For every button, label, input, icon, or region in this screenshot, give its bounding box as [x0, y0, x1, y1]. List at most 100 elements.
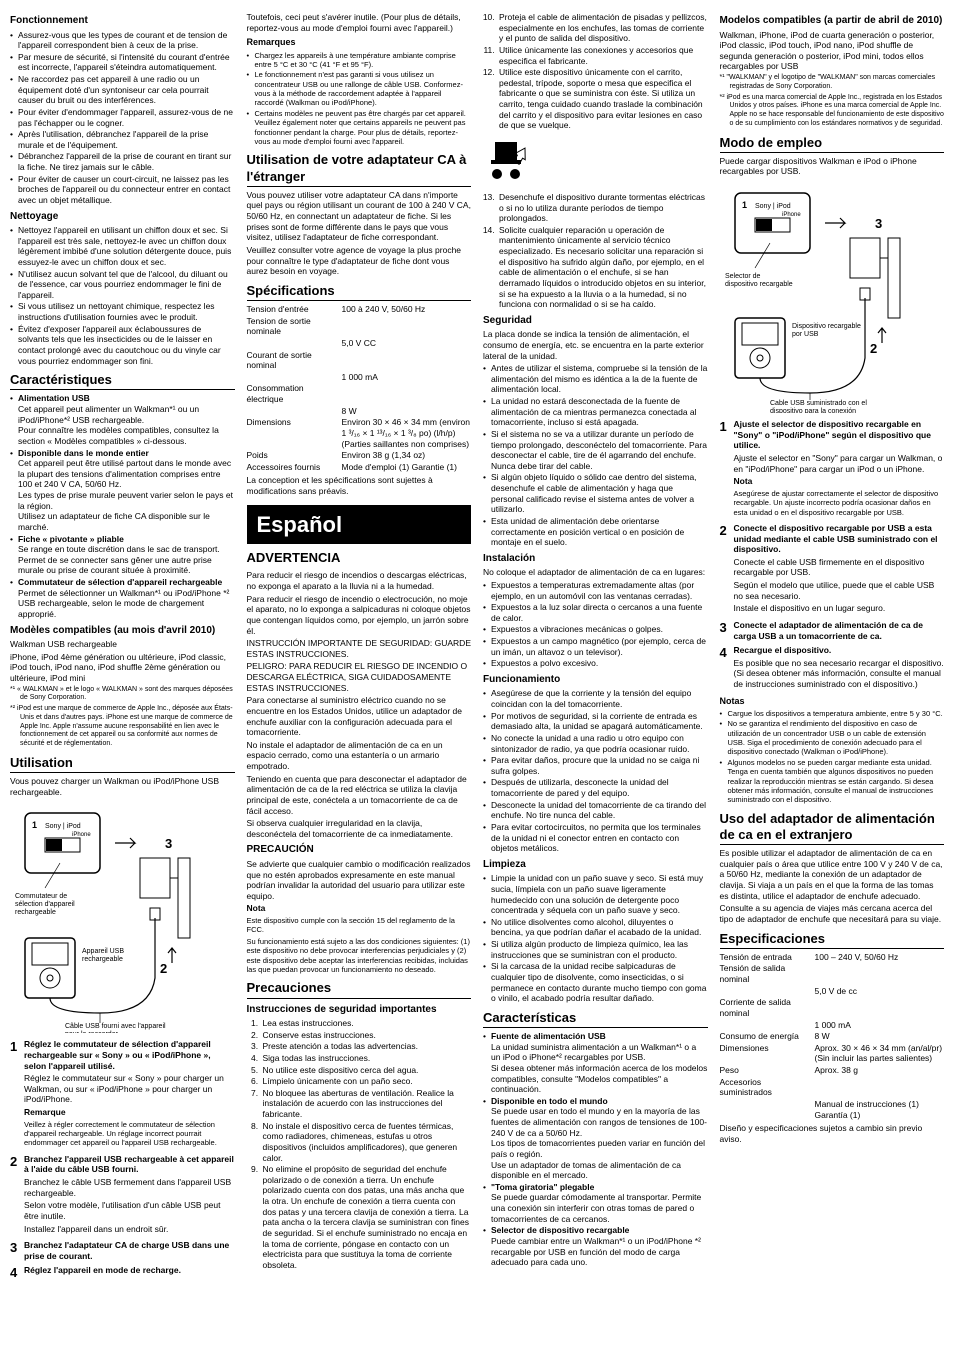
step-number: 2: [720, 523, 734, 616]
step-body: Réglez le commutateur sur « Sony » pour …: [24, 1073, 235, 1105]
list-item: Par mesure de sécurité, si l'intensité d…: [10, 52, 235, 73]
list-remarques: Chargez les appareils à une température …: [247, 51, 472, 147]
step-2-es: 2 Conecte el dispositivo recargable por …: [720, 523, 945, 616]
svg-text:iPhone: iPhone: [72, 832, 91, 838]
list-item: N'utilisez aucun solvant tel que de l'al…: [10, 269, 235, 301]
footnote: *² iPod est une marque de commerce de Ap…: [10, 705, 235, 749]
text: La placa donde se indica la tensión de a…: [483, 329, 708, 361]
list-item: Nettoyez l'appareil en utilisant un chif…: [10, 225, 235, 268]
remark-body: Veillez à régler correctement le commuta…: [24, 1120, 235, 1148]
heading-modelos-es: Modelos compatibles (a partir de abril d…: [720, 15, 945, 28]
step-title: Ajuste el selector de dispositivo recarg…: [734, 419, 945, 451]
list-item: Expuestos a un campo magnético (por ejem…: [483, 636, 708, 657]
step-body: Ajuste el selector en "Sony" para cargar…: [734, 453, 945, 474]
list-item: Le fonctionnement n'est pas garanti si v…: [247, 70, 472, 108]
step-body: Es posible que no sea necesario recargar…: [734, 658, 945, 690]
list-item: Si vous utilisez un nettoyant chimique, …: [10, 301, 235, 322]
list-item: Expuestos a la luz solar directa o cerca…: [483, 602, 708, 623]
text: Walkman USB rechargeable: [10, 639, 235, 650]
list-instrucciones-cont2: Desenchufe el dispositivo durante tormen…: [497, 192, 708, 310]
step-number: 4: [720, 645, 734, 692]
step-body: Selon votre modèle, l'utilisation d'un c…: [24, 1200, 235, 1221]
svg-text:sélection d'appareil: sélection d'appareil: [15, 901, 75, 908]
heading-specs-es: Especificaciones: [720, 931, 945, 949]
heading-funcionamiento-es: Funcionamiento: [483, 674, 708, 687]
spec-label: Corriente de salida nominal: [720, 997, 815, 1018]
list-item: Certains modèles ne peuvent pas être cha…: [247, 109, 472, 147]
step-number: 3: [10, 1240, 24, 1261]
list-item: Après l'utilisation, débranchez l'appare…: [10, 129, 235, 150]
step-body: Según el modelo que utilice, puede que e…: [734, 580, 945, 601]
list-item: Para evitar daños, procure que la unidad…: [483, 755, 708, 776]
text: Su funcionamiento está sujeto a las dos …: [247, 937, 472, 975]
column-2: Toutefois, ceci peut s'avérer inutile. (…: [247, 10, 472, 1286]
heading-uso-ext: Uso del adaptador de alimentación de ca …: [720, 811, 945, 846]
svg-text:Câble USB fourni avec l'appare: Câble USB fourni avec l'appareil: [65, 1023, 166, 1030]
step-title: Réglez le commutateur de sélection d'app…: [24, 1039, 235, 1071]
step-1-es: 1 Ajuste el selector de dispositivo reca…: [720, 419, 945, 519]
heading-seguridad: Seguridad: [483, 315, 708, 328]
svg-text:3: 3: [875, 216, 882, 231]
step-1: 1 Réglez le commutateur de sélection d'a…: [10, 1039, 235, 1150]
text: Teniendo en cuenta que para desconectar …: [247, 774, 472, 817]
list-item: Esta unidad de alimentación debe orienta…: [483, 516, 708, 548]
list-item: Límpielo únicamente con un paño seco.: [261, 1076, 472, 1087]
diagram-fr: 1 Sony | iPod iPhone 3 Commutateur de sé…: [10, 803, 235, 1033]
list-item: Utilice únicamente las conexiones y acce…: [497, 45, 708, 66]
feature-note: Utilisez un adaptateur de fiche CA dispo…: [18, 511, 210, 532]
list-nettoyage: Nettoyez l'appareil en utilisant un chif…: [10, 225, 235, 366]
svg-text:rechargeable: rechargeable: [15, 909, 56, 916]
feature-title: "Toma giratoria" plegable: [491, 1182, 594, 1192]
spec-label: Consumo de energía: [720, 1031, 815, 1042]
heading-modo: Modo de empleo: [720, 135, 945, 153]
heading-precauciones: Precauciones: [247, 980, 472, 998]
footnote: *¹ « WALKMAN » et le logo « WALKMAN » so…: [10, 686, 235, 704]
list-item: No bloquee las aberturas de ventilación.…: [261, 1088, 472, 1120]
heading-modeles: Modèles compatibles (au mois d'avril 201…: [10, 625, 235, 638]
step-body: Instale el dispositivo en un lugar segur…: [734, 603, 945, 614]
text: Para reducir el riesgo de incendio o ele…: [247, 594, 472, 637]
feature-item: "Toma giratoria" plegable Se puede guard…: [483, 1182, 708, 1225]
list-item: Si la carcasa de la unidad recibe salpic…: [483, 961, 708, 1004]
list-item: Utilice este dispositivo únicamente con …: [497, 67, 708, 131]
list-item: No conecte la unidad a una radio u otro …: [483, 733, 708, 754]
list-item: Después de utilizarla, desconecte la uni…: [483, 777, 708, 798]
step-title: Conecte el dispositivo recargable por US…: [734, 523, 945, 555]
spec-value: Environ 38 g (1,34 oz): [342, 450, 472, 461]
step-body: Conecte el cable USB firmemente en el di…: [734, 557, 945, 578]
step4-continuation: Toutefois, ceci peut s'avérer inutile. (…: [247, 12, 472, 33]
spec-label: Dimensiones: [720, 1043, 815, 1064]
text: Es posible utilizar el adaptador de alim…: [720, 848, 945, 901]
spec-value: Mode d'emploi (1) Garantie (1): [342, 462, 472, 473]
feature-title: Fuente de alimentación USB: [491, 1031, 606, 1041]
text: No coloque el adaptador de alimentación …: [483, 567, 708, 578]
diagram-es: 1 Sony | iPod iPhone 3 Selector de dispo…: [720, 183, 945, 413]
feature-title: Disponible en todo el mundo: [491, 1096, 608, 1106]
spec-value: 8 W: [815, 1031, 945, 1042]
list-item: Antes de utilizar el sistema, compruebe …: [483, 363, 708, 395]
list-item: Assurez-vous que les types de courant et…: [10, 30, 235, 51]
step-title: Branchez l'appareil USB rechargeable à c…: [24, 1154, 235, 1175]
spec-label: Accessoires fournis: [247, 462, 342, 473]
diagram-label: Commutateur de: [15, 893, 67, 900]
feature-note: Los tipos de tomacorrientes pueden varia…: [491, 1138, 705, 1159]
feature-item: Alimentation USB Cet appareil peut alime…: [10, 393, 235, 446]
spec-value: Manual de instrucciones (1) Garantía (1): [815, 1099, 945, 1120]
feature-item: Selector de dispositivo recargable Puede…: [483, 1225, 708, 1268]
feature-body: Se range en toute discrétion dans le sac…: [18, 544, 220, 575]
text: Se advierte que cualquier cambio o modif…: [247, 859, 472, 902]
list-item: La unidad no estará desconectada de la f…: [483, 396, 708, 428]
step-2: 2 Branchez l'appareil USB rechargeable à…: [10, 1154, 235, 1236]
feature-body: Permet de sélectionner un Walkman*¹ ou i…: [18, 588, 229, 619]
heading-specs-fr: Spécifications: [247, 283, 472, 301]
list-item: Desconecte la unidad del tomacorriente d…: [483, 800, 708, 821]
feature-body: Cet appareil peut alimenter un Walkman*¹…: [18, 404, 199, 425]
list-item: No utilice este dispositivo cerca del ag…: [261, 1065, 472, 1076]
svg-text:2: 2: [870, 341, 877, 356]
svg-text:por USB: por USB: [792, 331, 819, 338]
list-item: Proteja el cable de alimentación de pisa…: [497, 12, 708, 44]
spec-value: 100 – 240 V, 50/60 Hz: [815, 952, 945, 963]
list-item: Si algún objeto líquido o sólido cae den…: [483, 472, 708, 515]
list-item: Expuestos a polvo excesivo.: [483, 658, 708, 669]
list-item: No se garantiza el rendimiento del dispo…: [720, 719, 945, 757]
